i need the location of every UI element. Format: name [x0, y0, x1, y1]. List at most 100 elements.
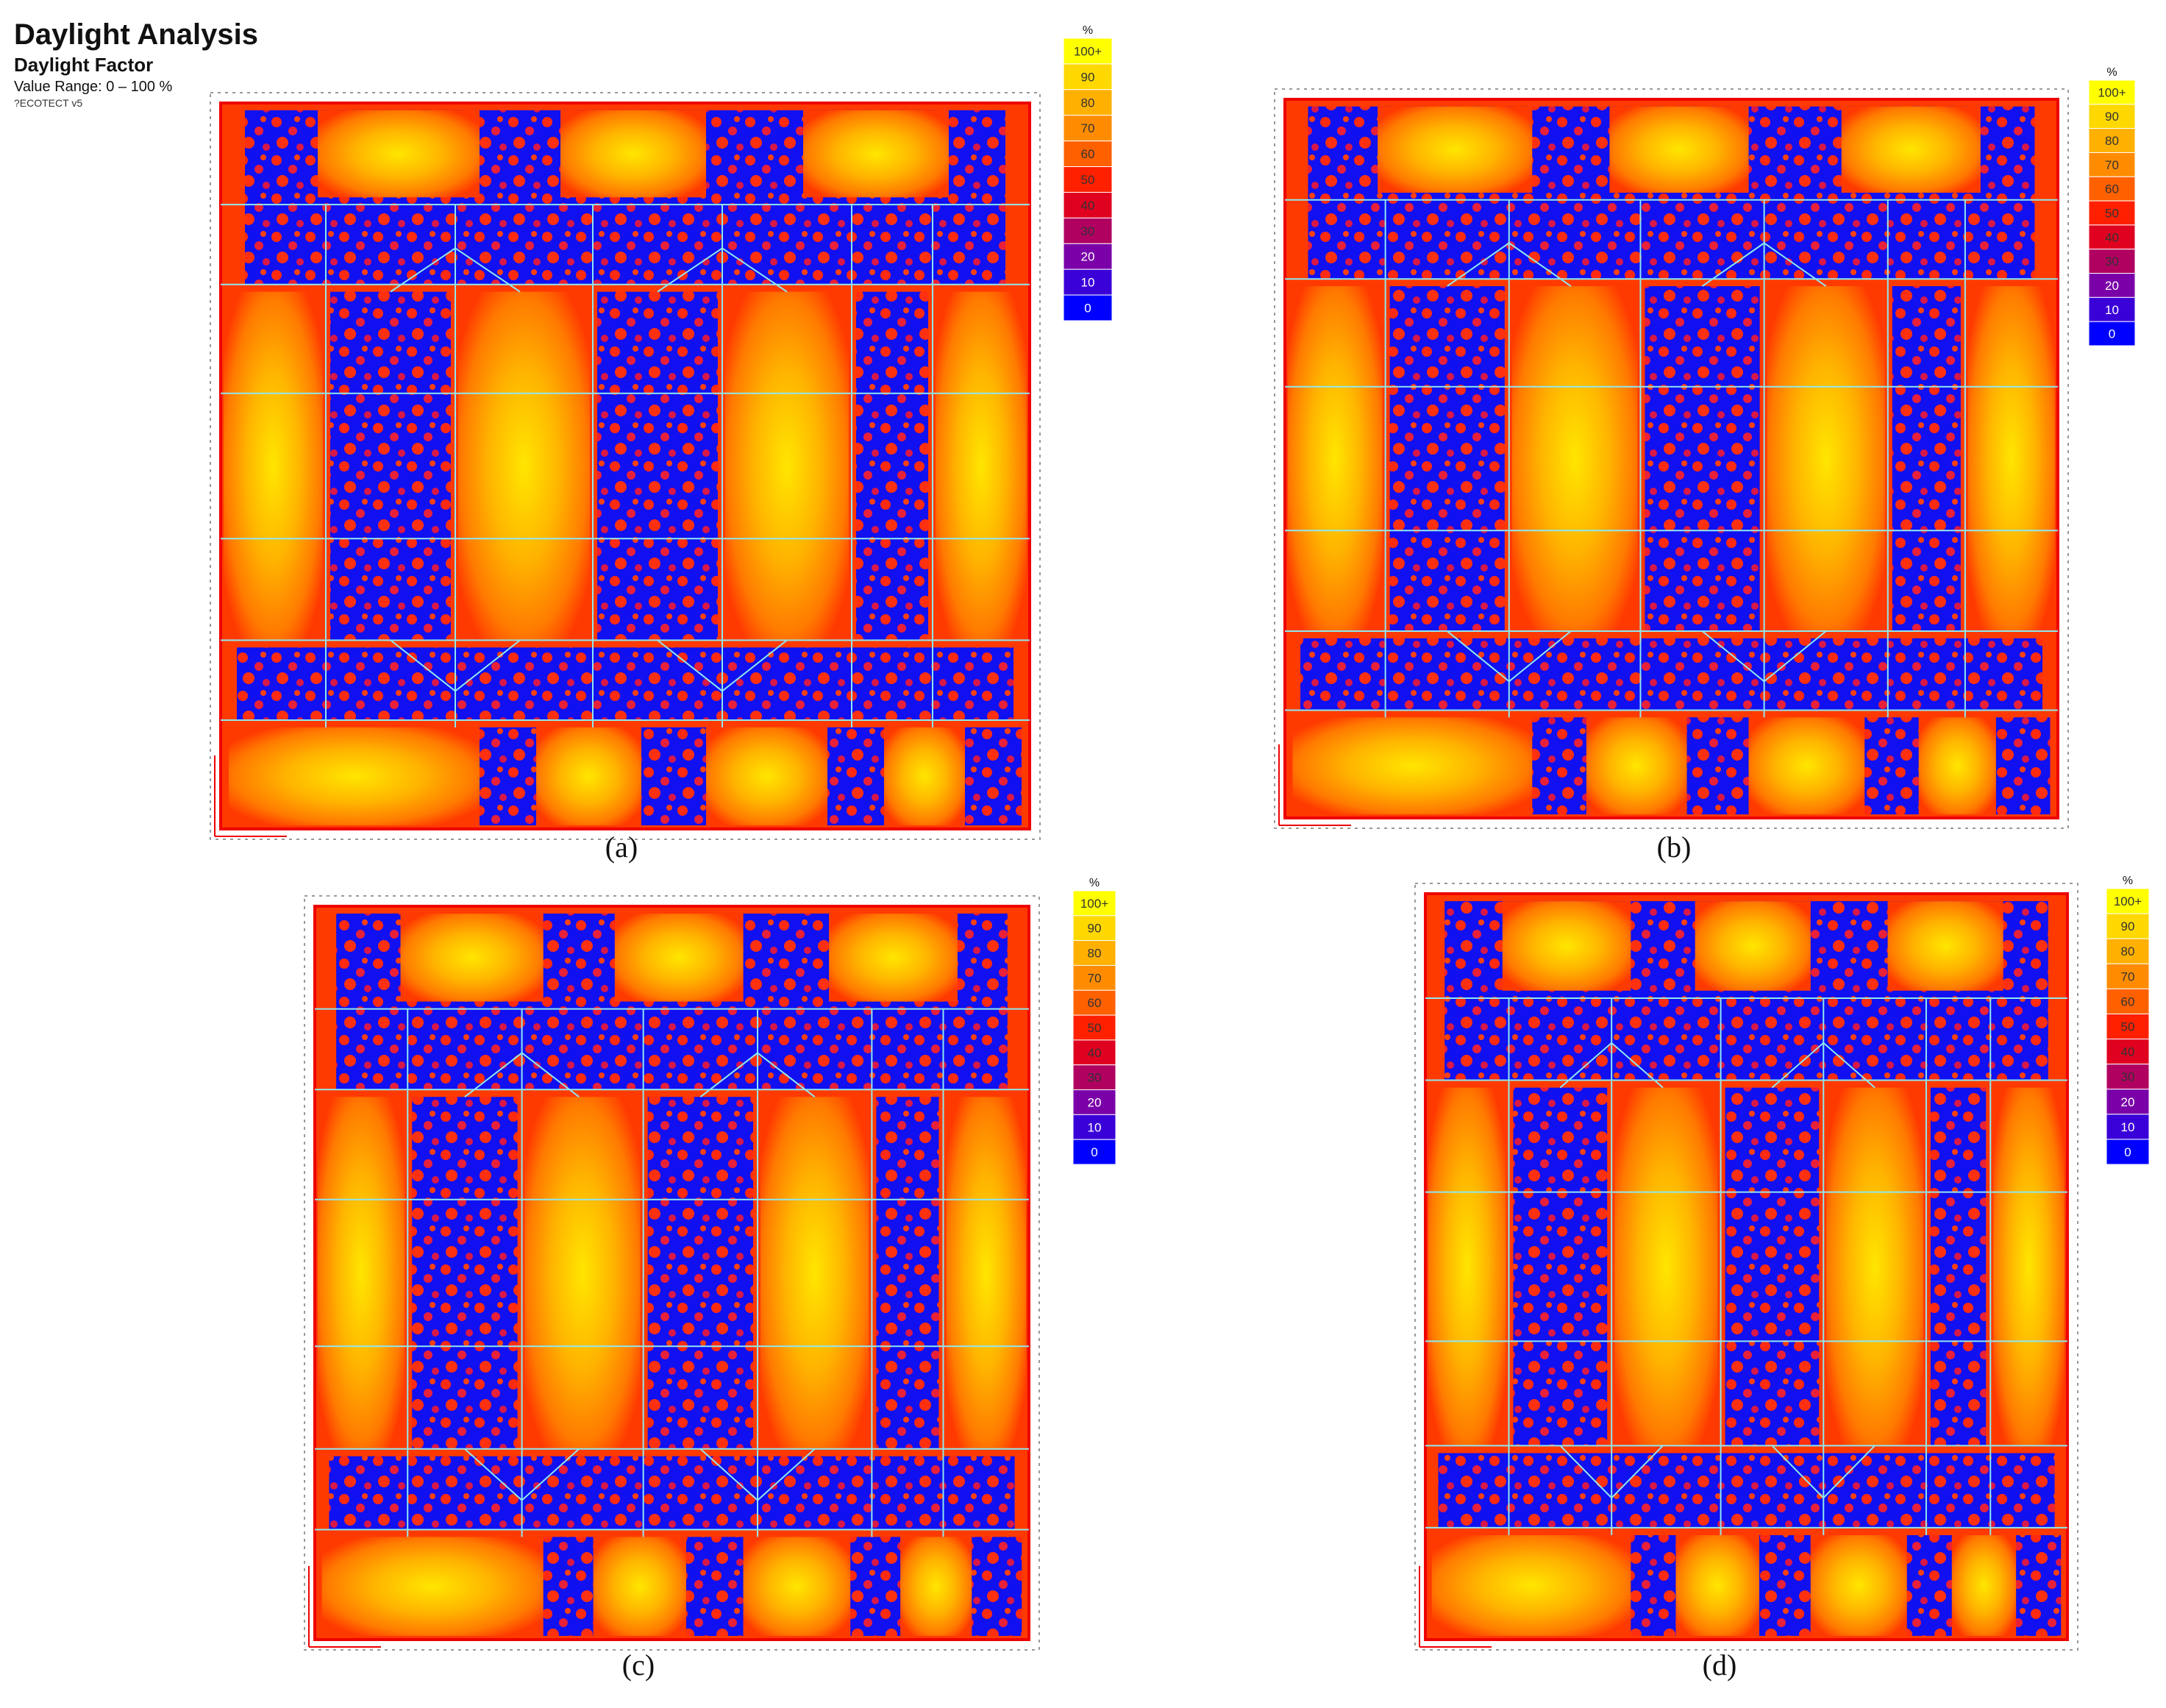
room: [884, 727, 965, 826]
legend-swatch: [1072, 1089, 1116, 1115]
legend: % 100+ 90 80 70 60 50 40 30 20 10 0: [1072, 877, 1116, 1165]
room: [321, 1537, 544, 1637]
wire-line: [699, 1448, 816, 1501]
legend-label: 60: [2121, 994, 2135, 1008]
legend-label: 0: [2109, 327, 2115, 341]
legend-label: 40: [1088, 1046, 1102, 1060]
room: [318, 1097, 405, 1449]
room: [524, 1097, 641, 1449]
legend-label: 50: [1088, 1021, 1102, 1035]
room: [400, 913, 544, 1002]
legend-label: 20: [2121, 1095, 2135, 1109]
corridor: [876, 1097, 939, 1449]
room: [725, 291, 849, 641]
wire-line: [1771, 1445, 1875, 1499]
room: [743, 1537, 851, 1637]
legend-swatch: [2106, 1114, 2150, 1140]
legend-unit: %: [1089, 877, 1100, 889]
corridor: [850, 1537, 901, 1637]
legend-swatch: [2088, 176, 2136, 202]
legend-swatch: [1072, 1039, 1116, 1066]
panel-frame: [304, 895, 1040, 1651]
room: [1810, 1535, 1907, 1636]
title: Daylight Analysis: [14, 18, 258, 51]
room: [803, 110, 949, 198]
wire-line: [1559, 1445, 1664, 1499]
legend-swatch: [2106, 1139, 2150, 1165]
room: [1511, 286, 1638, 631]
legend-label: 10: [1088, 1120, 1102, 1134]
legend: % 100+ 90 80 70 60 50 40 30 20 10 0: [2106, 875, 2150, 1165]
wire-line: [1559, 1042, 1664, 1089]
corridor: [1995, 717, 2051, 815]
legend-label: 70: [2121, 969, 2135, 983]
room: [1378, 106, 1533, 193]
legend-label: 40: [2105, 230, 2119, 244]
legend-unit: %: [1083, 24, 1093, 37]
room: [936, 291, 1027, 641]
legend-swatch: [1063, 268, 1113, 296]
room: [1826, 1087, 1923, 1446]
legend-label: 30: [2105, 255, 2119, 268]
room: [900, 1537, 972, 1637]
legend-label: 70: [1081, 121, 1095, 135]
legend: % 100+ 90 80 70 60 50 40 30 20 10 0: [2088, 66, 2136, 346]
corridor: [237, 647, 1013, 720]
legend-swatch: [1063, 243, 1113, 270]
legend-label: 20: [2105, 279, 2119, 293]
legend-label: 40: [2121, 1045, 2135, 1059]
corridor: [330, 291, 451, 641]
corridor: [543, 1537, 594, 1637]
legend-swatch: [2088, 104, 2136, 129]
corridor: [480, 727, 536, 826]
room: [1614, 1087, 1718, 1446]
legend-swatch: [2106, 913, 2150, 939]
corridor: [1759, 1535, 1811, 1636]
corridor: [1389, 286, 1505, 631]
panel: (b): [1274, 88, 2069, 864]
legend-label: 80: [2105, 134, 2119, 148]
corridor: [1532, 717, 1586, 815]
caption: (c): [622, 1648, 655, 1682]
wire-line: [390, 247, 521, 293]
corridor: [1631, 1535, 1676, 1636]
corridor: [965, 727, 1022, 826]
legend-label: 60: [2105, 182, 2119, 196]
room: [1428, 1087, 1506, 1446]
corridor: [1686, 717, 1749, 815]
legend-swatch: [1063, 191, 1113, 218]
wire-line: [1701, 630, 1827, 683]
legend-label: 20: [1088, 1095, 1102, 1109]
caption: (d): [1703, 1648, 1737, 1682]
legend-label: 0: [2124, 1145, 2131, 1159]
corridor: [597, 291, 718, 641]
room: [1695, 901, 1811, 991]
legend-label: 100+: [2114, 894, 2142, 908]
room: [593, 1537, 686, 1637]
legend-swatch: [2088, 200, 2136, 226]
legend-label: 0: [1084, 302, 1091, 316]
legend-swatch: [1072, 915, 1116, 942]
corridor: [1725, 1087, 1820, 1446]
corridor: [641, 727, 706, 826]
legend-label: 80: [2121, 944, 2135, 958]
corridor: [972, 1537, 1022, 1637]
corridor: [412, 1097, 518, 1449]
legend-label: 50: [2105, 207, 2119, 221]
legend-label: 40: [1081, 199, 1095, 213]
legend-swatch: [2088, 128, 2136, 153]
legend-swatch: [2088, 79, 2136, 105]
room: [1431, 1535, 1631, 1636]
wire-line: [1447, 242, 1572, 287]
room: [1887, 901, 2003, 991]
legend-label: 100+: [1080, 897, 1108, 911]
room: [1993, 1087, 2065, 1446]
room: [1841, 106, 1981, 193]
legend-label: 100+: [2098, 85, 2126, 99]
corridor: [1438, 1453, 2055, 1528]
wire-line: [657, 639, 788, 692]
wire-line: [1701, 242, 1827, 287]
legend-swatch: [2106, 1039, 2150, 1065]
